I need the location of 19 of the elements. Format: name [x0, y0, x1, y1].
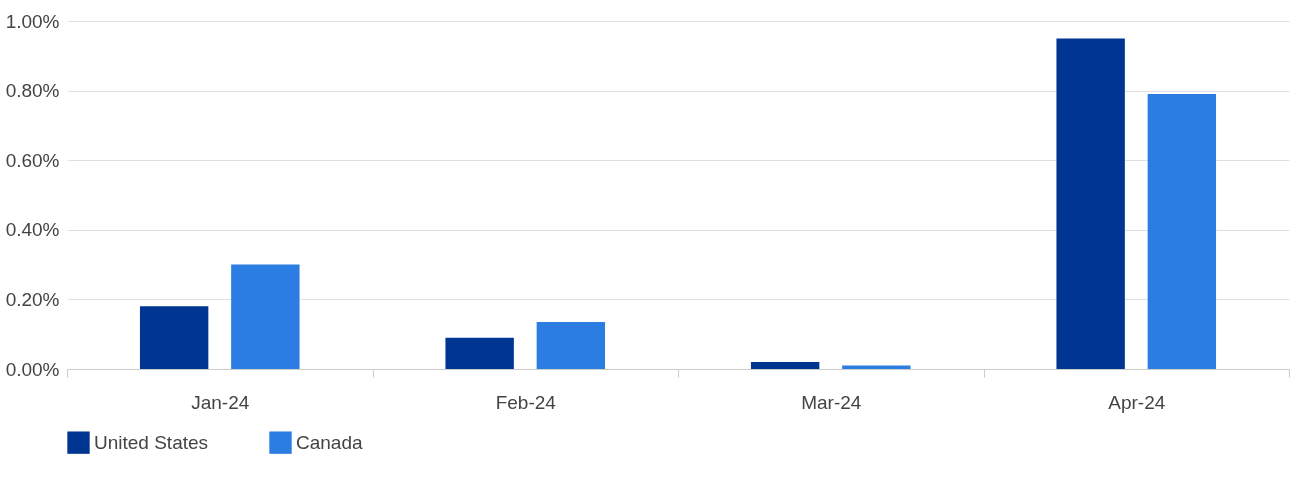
- legend-label: United States: [94, 431, 209, 453]
- bar: [536, 322, 606, 369]
- bar: [139, 306, 209, 369]
- x-tick-label: Feb-24: [495, 391, 557, 413]
- y-tick-label: 0.80%: [5, 80, 60, 102]
- bar: [231, 264, 300, 369]
- y-tick-label: 0.20%: [5, 288, 60, 310]
- y-tick-label: 1.00%: [5, 10, 60, 32]
- legend-label: Canada: [296, 431, 363, 453]
- x-tick-label: Apr-24: [1108, 391, 1166, 413]
- y-tick-label: 0.40%: [5, 219, 60, 241]
- bar: [1056, 38, 1125, 369]
- y-tick-label: 0.00%: [5, 358, 60, 380]
- bar: [750, 362, 820, 369]
- x-tick-label: Mar-24: [801, 391, 862, 413]
- bar: [1147, 94, 1217, 369]
- y-tick-label: 0.60%: [5, 149, 60, 171]
- x-tick-label: Jan-24: [191, 391, 250, 413]
- bar: [445, 337, 514, 369]
